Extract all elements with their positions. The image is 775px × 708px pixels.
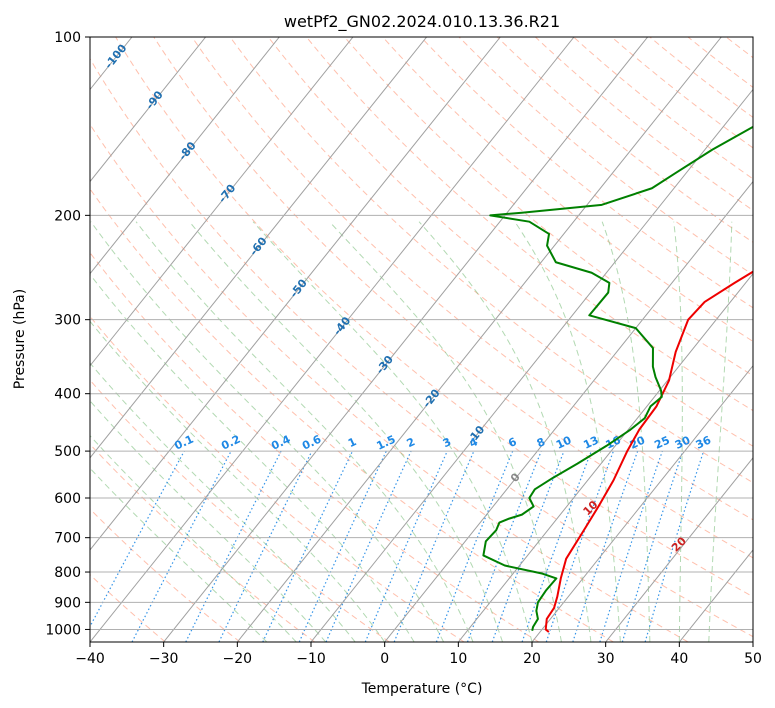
isotherm (90, 37, 501, 551)
isotherm (457, 272, 753, 642)
moist-adiabat (252, 221, 533, 642)
mixing-ratio-label: 13 (581, 434, 600, 452)
mixing-ratio-line (599, 450, 663, 642)
moist-adiabat (90, 320, 386, 642)
moist-adiabat (673, 221, 683, 642)
x-tick-label: −20 (223, 651, 253, 667)
y-tick-label: 1000 (45, 622, 81, 638)
mixing-ratio-label: 36 (694, 433, 714, 451)
dry-adiabat (90, 315, 465, 642)
mixing-ratio-label: 25 (652, 434, 671, 452)
x-tick-label: 30 (597, 651, 615, 667)
mixing-ratio-line (393, 450, 475, 642)
dry-adiabat (382, 37, 753, 342)
x-tick-label: 0 (380, 651, 389, 667)
isotherm (163, 37, 649, 642)
isotherm (90, 37, 280, 275)
moist-adiabat (135, 221, 474, 642)
dry-adiabat (306, 37, 753, 412)
y-tick-label: 700 (54, 531, 81, 547)
dry-adiabat (153, 37, 753, 559)
mixing-ratio-label: 10 (554, 433, 574, 451)
dry-adiabat (90, 123, 689, 642)
isotherm (90, 37, 354, 367)
dry-adiabat (90, 188, 614, 642)
x-tick-label: −40 (75, 651, 105, 667)
mixing-ratio-line (644, 450, 705, 642)
dry-adiabat (115, 37, 753, 598)
sounding-profiles (482, 125, 753, 633)
y-tick-label: 200 (54, 208, 81, 224)
x-tick-label: 10 (449, 651, 467, 667)
y-axis-title: Pressure (hPa) (12, 289, 28, 389)
mixing-ratio-line (298, 450, 387, 642)
moist-adiabat (601, 221, 651, 642)
isotherm (90, 37, 575, 642)
dry-adiabat (90, 508, 241, 642)
moist-adiabat (90, 221, 445, 642)
dry-adiabat (344, 37, 753, 377)
y-tick-label: 600 (54, 491, 81, 507)
dry-adiabat (267, 37, 753, 447)
temperature-profile (544, 270, 753, 633)
pressure-grid (90, 37, 753, 630)
x-tick-label: 20 (523, 651, 541, 667)
skew-t-background-lines (90, 37, 753, 642)
isotherm (310, 88, 753, 642)
dry-adiabat (90, 251, 540, 642)
mixing-ratio-line (90, 450, 185, 628)
x-tick-label: 50 (744, 651, 762, 667)
x-axis: −40 −30 −20 −10 0 10 20 30 40 50 (75, 642, 762, 667)
y-axis: 100 200 300 400 500 600 700 800 900 1000 (45, 30, 90, 638)
moist-adiabat (90, 400, 327, 642)
y-tick-label: 500 (54, 444, 81, 460)
mixing-ratio-line (621, 450, 684, 642)
mixing-ratio-line (325, 450, 412, 642)
dry-adiabat (90, 57, 753, 638)
x-tick-label: −10 (296, 651, 326, 667)
y-tick-label: 800 (54, 565, 81, 581)
mixing-ratio-line (521, 450, 592, 642)
mixing-ratio-label: 20 (628, 433, 648, 451)
y-tick-label: 400 (54, 387, 81, 403)
dry-adiabat (420, 37, 753, 309)
moist-adiabat (329, 221, 562, 642)
isotherm (90, 37, 428, 459)
mixing-ratio-label: 30 (673, 433, 693, 451)
moist-adiabat (90, 362, 356, 642)
isotherm (531, 364, 753, 642)
y-tick-label: 900 (54, 595, 81, 611)
dry-adiabat (90, 443, 315, 642)
mixing-ratio-line (262, 450, 354, 642)
isotherm (605, 457, 753, 642)
dry-adiabat (458, 37, 753, 276)
mixing-ratio-line (572, 450, 639, 642)
moist-adiabat (708, 221, 733, 642)
x-tick-label: 40 (670, 651, 688, 667)
x-axis-title: Temperature (°C) (361, 681, 483, 697)
chart-title: wetPf2_GN02.2024.010.13.36.R21 (284, 12, 560, 32)
y-tick-label: 300 (54, 313, 81, 329)
dry-adiabat (191, 37, 753, 521)
mixing-ratio-line (218, 450, 313, 642)
isotherm (90, 37, 207, 183)
moist-adiabat (90, 467, 268, 642)
dewpoint-profile (482, 125, 753, 631)
isotherm (384, 180, 753, 642)
dry-adiabat (496, 37, 753, 243)
x-tick-label: −30 (149, 651, 179, 667)
moist-adiabat (90, 434, 297, 642)
mixing-ratio-line (364, 450, 448, 642)
mixing-ratio-line (545, 450, 614, 642)
y-tick-label: 100 (54, 30, 81, 46)
isotherm (236, 37, 722, 642)
moist-adiabat (514, 221, 621, 642)
moist-adiabat (90, 273, 415, 642)
plot-frame (89, 36, 754, 643)
